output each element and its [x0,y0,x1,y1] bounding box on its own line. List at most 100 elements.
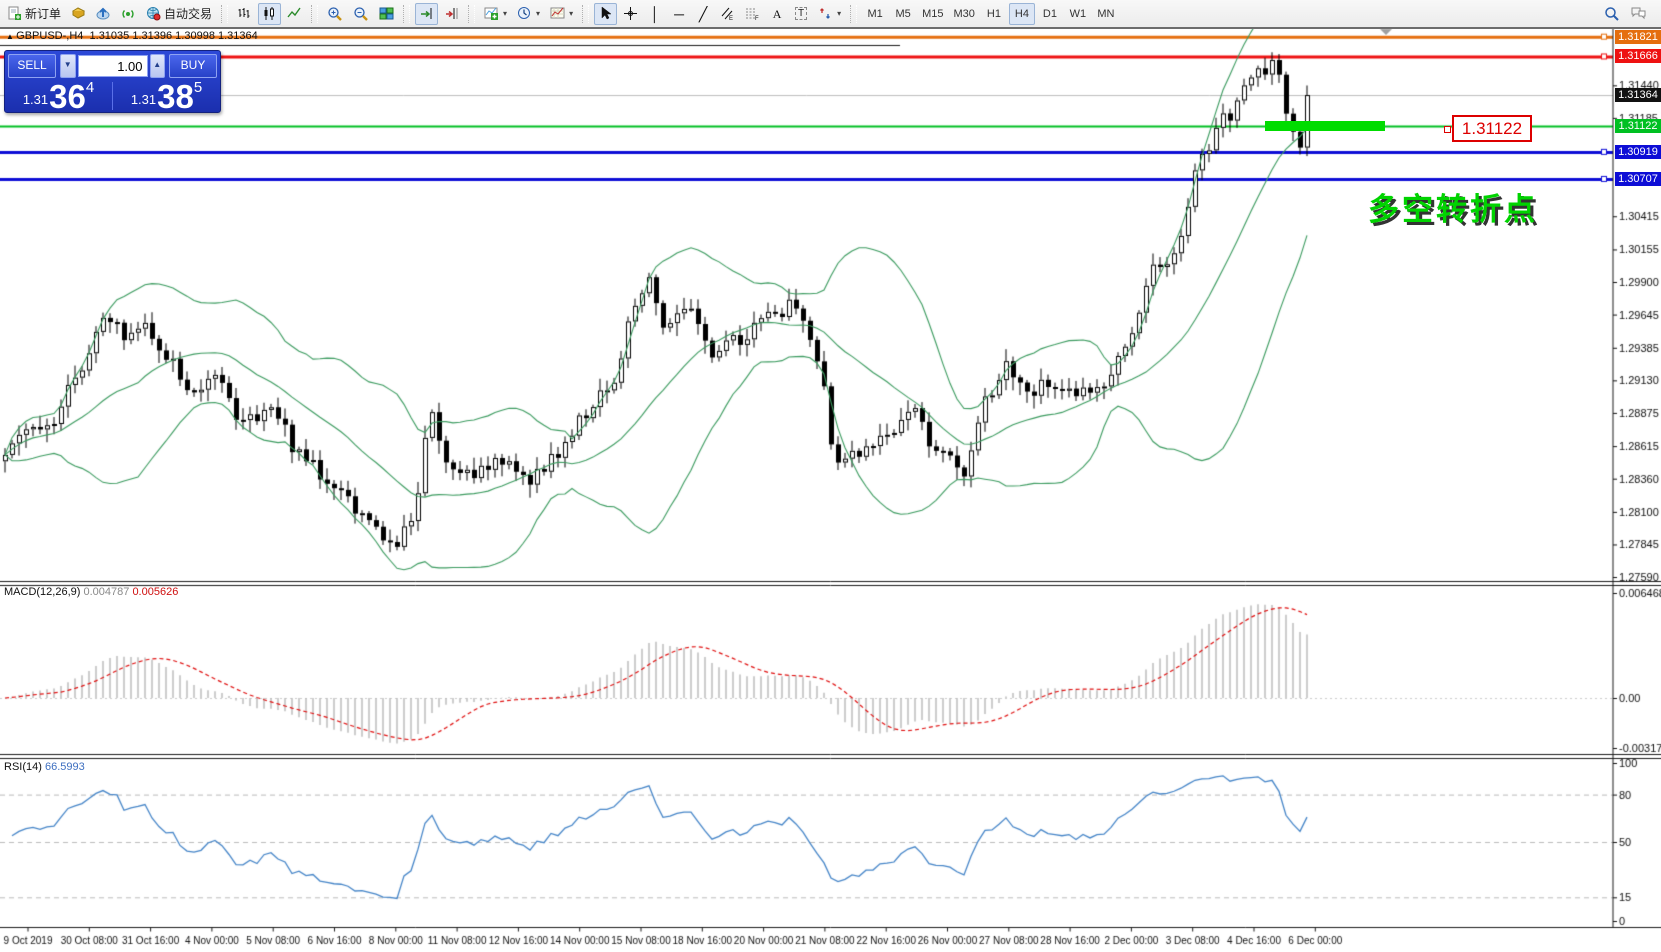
chat-button[interactable] [1626,3,1651,25]
horizontal-line-icon: ─ [674,5,685,22]
price-line-label-1.31821[interactable]: 1.31821 [1615,29,1661,44]
tile-windows-button[interactable] [375,3,398,25]
history-center-button[interactable] [67,3,90,25]
volume-input[interactable] [77,55,148,77]
svg-text:F: F [755,16,759,21]
zoom-out-icon [354,6,368,21]
text-label-icon: T [795,7,808,20]
chart-annotation-text[interactable]: 多空转折点 [1368,192,1538,227]
new-order-icon [8,6,21,20]
vertical-line-button[interactable]: │ [644,3,666,25]
price-line-label-1.31122[interactable]: 1.31122 [1615,118,1661,133]
publish-button[interactable] [92,3,115,25]
search-button[interactable] [1600,3,1624,25]
sell-button[interactable]: SELL [8,54,56,78]
price-line-label-1.30707[interactable]: 1.30707 [1615,171,1661,186]
bar-chart-button[interactable] [233,3,256,25]
crosshair-icon [624,7,638,20]
timeframe-mn[interactable]: MN [1093,3,1119,25]
periods-button[interactable]: ▾ [513,3,544,25]
price-callout-label[interactable]: 1.31122 [1444,115,1532,142]
timeframe-m1[interactable]: M1 [862,3,888,25]
dropdown-caret-icon: ▾ [503,9,508,18]
line-chart-button[interactable] [283,3,306,25]
volume-increase-button[interactable]: ▲ [149,54,165,78]
timeframe-m15[interactable]: M15 [918,3,947,25]
toolbar-separator [582,4,590,23]
clock-icon [518,7,531,19]
line-chart-icon [287,7,301,18]
macd-indicator-label: MACD(12,26,9) 0.004787 0.005626 [4,586,179,598]
equidistant-channel-button[interactable]: E [716,3,739,25]
tile-windows-icon [379,7,394,20]
indicators-button[interactable]: ▾ [480,3,511,25]
symbol-collapse-icon: ▲ [6,32,17,41]
autotrading-button[interactable]: 自动交易 [142,3,216,25]
templates-icon [550,7,565,19]
rsi-indicator-label: RSI(14) 66.5993 [4,761,85,773]
price-line-label-1.31364[interactable]: 1.31364 [1615,88,1661,103]
bar-chart-icon [238,8,250,18]
chart-shift-button[interactable] [440,3,463,25]
autotrading-label: 自动交易 [164,7,213,21]
signals-icon [122,10,134,18]
main-toolbar: 新订单 自动交易 [0,0,1661,29]
timeframe-h4[interactable]: H4 [1008,2,1035,25]
auto-scroll-button[interactable] [415,2,439,25]
fibonacci-button[interactable]: F [741,3,764,25]
equidistant-channel-icon: E [721,7,733,21]
trendline-button[interactable]: ╱ [692,3,714,25]
chart-shift-icon [446,8,458,19]
dropdown-caret-icon: ▾ [536,9,541,18]
fibonacci-icon: F [746,8,759,21]
buy-button[interactable]: BUY [169,54,217,78]
support-zone-highlight[interactable] [1265,121,1385,131]
rsi-value: 66.5993 [44,761,85,773]
price-line-label-1.31666[interactable]: 1.31666 [1615,49,1661,64]
vertical-line-icon: │ [650,5,660,22]
candlestick-chart-button[interactable] [258,2,282,25]
templates-button[interactable]: ▾ [546,3,577,25]
dropdown-caret-icon: ▾ [569,9,574,18]
price-line-label-1.30919[interactable]: 1.30919 [1615,144,1661,159]
volume-decrease-button[interactable]: ▼ [60,54,76,78]
arrows-button[interactable]: ▾ [814,3,845,25]
timeframe-m5[interactable]: M5 [890,3,916,25]
symbol-header: ▲ GBPUSD-,H4 1.31035 1.31396 1.30998 1.3… [6,30,258,42]
text-label-button[interactable]: T [790,3,812,25]
toolbar-separator [311,4,319,23]
text-icon: A [772,6,782,21]
timeframe-h1[interactable]: H1 [981,3,1007,25]
buy-price-display: 1.31 38 5 [130,78,203,115]
horizontal-line-button[interactable]: ─ [668,3,690,25]
timeframe-group: M1 M5 M15 M30 H1 H4 D1 W1 MN [859,1,1122,27]
sell-price-display: 1.31 36 4 [22,78,95,115]
toolbar-separator [850,4,858,23]
search-icon [1605,6,1619,21]
toolbar-separator [221,4,229,23]
trendline-icon: ╱ [698,5,708,22]
timeframe-d1[interactable]: D1 [1037,3,1063,25]
timeframe-w1[interactable]: W1 [1065,3,1091,25]
crosshair-button[interactable] [619,3,642,25]
macd-signal-value: 0.005626 [132,586,179,598]
toolbar-separator [403,4,411,23]
zoom-out-button[interactable] [349,3,373,25]
indicators-icon [484,7,499,20]
text-button[interactable]: A [766,3,788,25]
zoom-in-icon [328,6,342,21]
dropdown-caret-icon: ▾ [837,9,842,18]
new-order-button[interactable]: 新订单 [3,3,65,25]
new-order-label: 新订单 [25,7,62,21]
cursor-button[interactable] [594,2,618,25]
history-center-icon [72,7,86,19]
autotrading-icon [147,7,161,21]
cursor-icon [601,6,612,20]
arrows-icon [820,8,831,19]
signals-button[interactable] [117,3,140,25]
zoom-in-button[interactable] [323,3,347,25]
candlestick-chart-icon [264,7,275,20]
timeframe-m30[interactable]: M30 [950,3,979,25]
svg-text:E: E [729,16,733,21]
